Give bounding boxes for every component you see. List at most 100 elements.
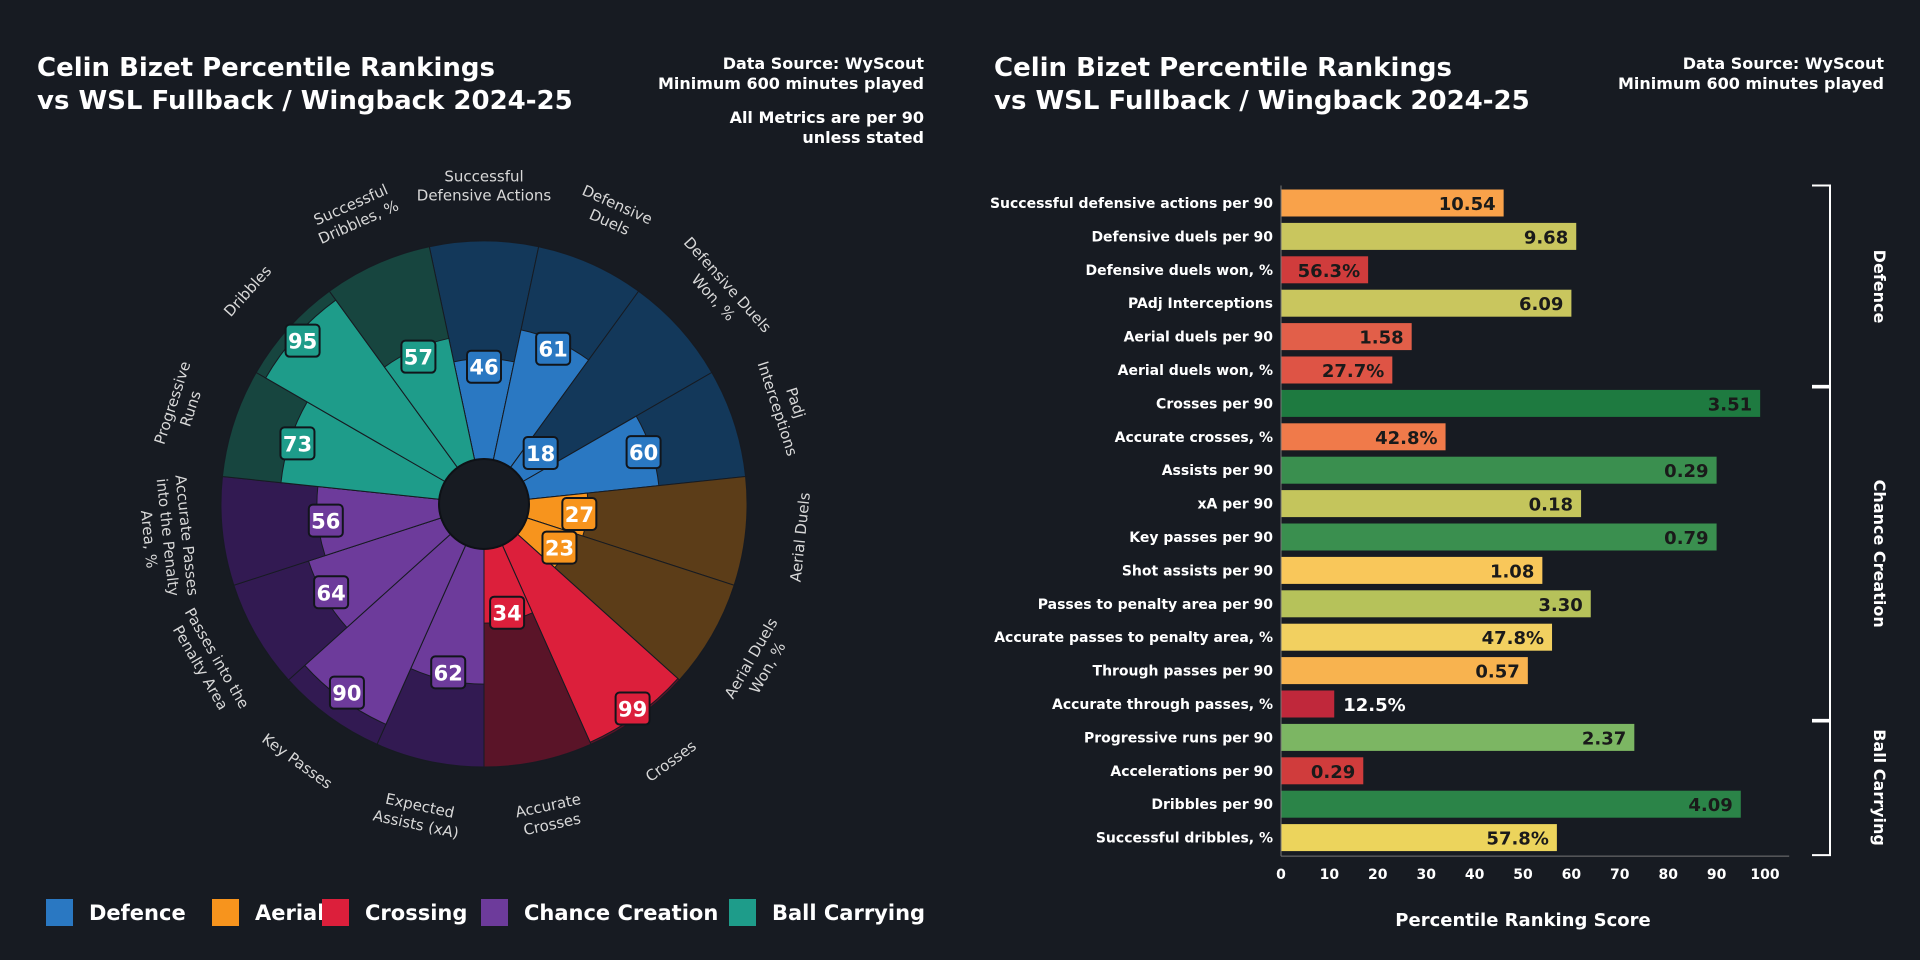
legend-swatch [46, 899, 73, 926]
radar-value-label: 18 [526, 442, 555, 466]
group-bracket [1812, 184, 1831, 389]
bars-source-line1: Data Source: WyScout [1682, 54, 1884, 73]
radar-value-label: 64 [317, 581, 346, 605]
radar-axis-label: Aerial Duels [787, 491, 814, 583]
radar-axis-label: Dribbles [220, 262, 275, 320]
x-tick-label: 70 [1610, 867, 1630, 883]
legend-item-crossing: Crossing [322, 899, 467, 926]
radar-value-label: 23 [545, 537, 574, 561]
radar-value-box [313, 575, 350, 610]
radar-axis-label: Key Passes [259, 730, 336, 793]
bar-category-label: Accelerations per 90 [1110, 764, 1273, 780]
radar-value-box [625, 435, 662, 470]
bar [1281, 256, 1369, 284]
x-tick-label: 100 [1750, 867, 1779, 883]
radar-value-label: 56 [311, 510, 340, 534]
bar [1281, 657, 1528, 685]
radar-note-line2: unless stated [802, 128, 924, 147]
legend-label: Crossing [365, 900, 468, 925]
bar [1281, 556, 1543, 584]
bar [1281, 323, 1412, 351]
bar-category-label: Successful dribbles, % [1096, 831, 1273, 847]
bar [1281, 690, 1335, 718]
bar [1281, 356, 1393, 384]
bar [1281, 723, 1635, 751]
bar-category-label: Dribbles per 90 [1151, 797, 1273, 813]
bar [1281, 523, 1717, 551]
group-bracket [1812, 718, 1831, 857]
bar-value-label: 12.5% [1343, 695, 1405, 716]
radar-source-line2: Minimum 600 minutes played [657, 74, 924, 93]
legend-item-aerial: Aerial [212, 899, 324, 926]
bar-category-label: Through passes per 90 [1093, 664, 1274, 680]
x-tick-label: 0 [1276, 867, 1286, 883]
bar-category-label: PAdj Interceptions [1128, 296, 1273, 312]
radar-value-label: 95 [288, 330, 317, 354]
bar-chart: Successful defensive actions per 90 10.54… [990, 184, 1889, 931]
radar-value-box [535, 331, 572, 366]
radar-value-label: 60 [629, 441, 658, 465]
bar [1281, 790, 1741, 818]
bar-category-label: Defensive duels won, % [1085, 263, 1273, 279]
bar-value-label: 42.8% [1375, 428, 1437, 449]
x-tick-label: 40 [1465, 867, 1485, 883]
bar-category-label: Accurate through passes, % [1052, 697, 1273, 713]
bar-value-label: 2.37 [1582, 728, 1626, 749]
bar [1281, 590, 1591, 618]
bar [1281, 824, 1557, 852]
group-bracket [1812, 384, 1831, 723]
radar-source: Data Source: WyScout Minimum 600 minutes… [658, 54, 924, 148]
radar-title-line1: Celin Bizet Percentile Rankings [37, 53, 495, 83]
bars-title-line1: Celin Bizet Percentile Rankings [994, 53, 1452, 83]
radar-value-box [614, 691, 651, 726]
radar-value-box [400, 339, 437, 374]
radar-axis-label-line: Crosses [642, 737, 700, 786]
bar-value-label: 1.58 [1359, 328, 1403, 349]
x-tick-label: 50 [1513, 867, 1533, 883]
legend-label: Ball Carrying [772, 900, 926, 925]
bar-category-label: Assists per 90 [1162, 463, 1274, 479]
radar-value-label: 57 [404, 346, 433, 370]
legend-swatch [481, 899, 508, 926]
radar-source-line1: Data Source: WyScout [722, 54, 924, 73]
legend-label: Defence [89, 900, 186, 925]
bar-category-label: Progressive runs per 90 [1084, 730, 1273, 746]
bar-category-label: Aerial duels per 90 [1124, 330, 1274, 346]
radar-value-label: 34 [492, 602, 521, 626]
bar-value-label: 56.3% [1298, 261, 1360, 282]
group-label: Defence [1870, 250, 1889, 324]
bar-value-label: 6.09 [1519, 294, 1563, 315]
bar-category-label: xA per 90 [1197, 497, 1273, 513]
bar [1281, 389, 1761, 417]
group-label: Chance Creation [1870, 480, 1889, 628]
legend-item-ball-carrying: Ball Carrying [729, 899, 925, 926]
legend-swatch [729, 899, 756, 926]
legend-item-chance-creation: Chance Creation [481, 899, 718, 926]
bar-value-label: 0.57 [1475, 662, 1519, 683]
x-tick-label: 10 [1320, 867, 1340, 883]
radar-axis-label-line: Defensive Actions [417, 187, 552, 205]
radar-value-label: 99 [618, 698, 647, 722]
bars-source-line2: Minimum 600 minutes played [1617, 74, 1884, 93]
bar-value-label: 0.79 [1664, 528, 1708, 549]
bar-category-label: Successful defensive actions per 90 [990, 196, 1273, 212]
radar-axis-label-line: Aerial Duels [787, 491, 814, 583]
bar-value-label: 57.8% [1486, 829, 1548, 850]
radar-axis-label: Crosses [642, 737, 700, 786]
bar-value-label: 1.08 [1490, 561, 1534, 582]
legend-item-defence: Defence [46, 899, 186, 926]
x-axis-title: Percentile Ranking Score [1395, 910, 1650, 931]
legend-label: Chance Creation [524, 900, 719, 925]
bar-value-label: 0.29 [1311, 762, 1355, 783]
x-tick-label: 20 [1368, 867, 1388, 883]
